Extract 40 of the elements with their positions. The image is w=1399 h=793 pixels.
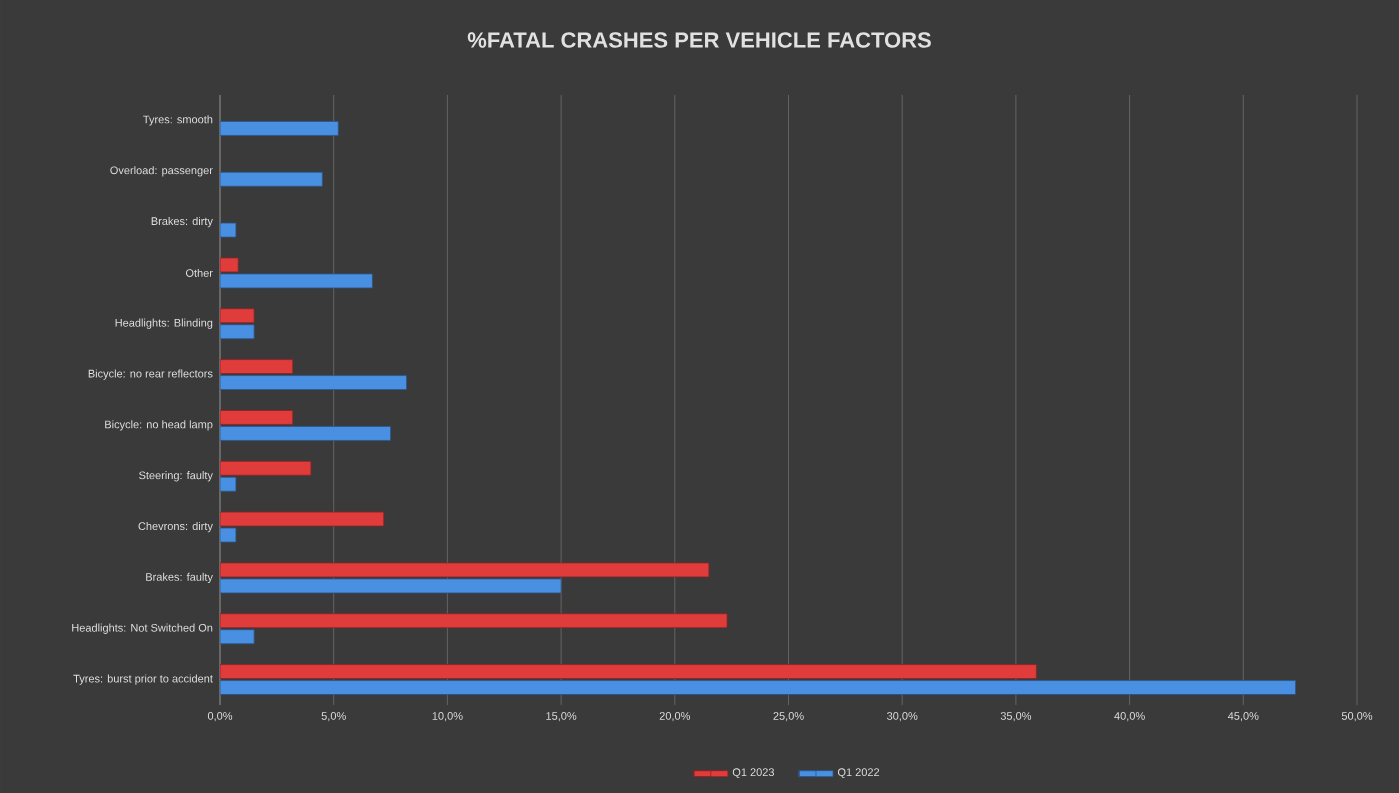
- bar: [220, 359, 294, 374]
- legend-label: Q1 2022: [837, 768, 880, 779]
- bar: [220, 308, 255, 324]
- y-tick-label: Overload: passenger: [110, 166, 213, 177]
- bar: [220, 613, 728, 629]
- bar: [220, 460, 312, 476]
- y-tick-label: Bicycle: no head lamp: [105, 420, 213, 431]
- y-tick-label: Brakes: dirty: [151, 216, 213, 228]
- x-tick-label: 50,0%: [1341, 712, 1373, 722]
- bar: [220, 171, 323, 187]
- bar: [220, 511, 385, 527]
- bar: [220, 410, 294, 425]
- y-tick-label: Other: [185, 268, 213, 277]
- x-tick-label: 40,0%: [1114, 712, 1145, 722]
- x-tick-label: 45,0%: [1227, 712, 1259, 722]
- y-tick-label: Tyres: burst prior to accident: [73, 674, 213, 685]
- y-tick-label: Bicycle: no rear reflectors: [88, 369, 213, 380]
- x-tick-label: 35,0%: [1000, 712, 1032, 722]
- x-tick-label: 10,0%: [432, 712, 463, 722]
- y-tick-label: Tyres: smooth: [143, 115, 213, 126]
- y-tick-label: Brakes: faulty: [146, 572, 213, 584]
- bar: [220, 680, 1296, 695]
- y-tick-label: Headlights: Blinding: [115, 318, 213, 329]
- x-tick-label: 5,0%: [321, 712, 346, 722]
- chart-title: %FATAL CRASHES PER VEHICLE FACTORS: [467, 32, 931, 48]
- bar: [220, 426, 391, 441]
- y-tick-label: Headlights: Not Switched On: [72, 623, 213, 634]
- x-tick-label: 30,0%: [887, 712, 918, 722]
- x-tick-label: 15,0%: [546, 712, 577, 722]
- bar: [220, 375, 407, 390]
- y-tick-label: Chevrons: dirty: [138, 521, 213, 533]
- bar: [220, 121, 339, 136]
- bar: [220, 562, 710, 578]
- bar: [220, 257, 239, 273]
- legend-label: Q1 2023: [732, 768, 775, 779]
- bar: [220, 664, 1037, 679]
- x-tick-label: 20,0%: [659, 712, 691, 722]
- x-tick-label: 25,0%: [773, 712, 804, 722]
- y-tick-label: Steering: faulty: [139, 471, 213, 482]
- x-tick-label: 0,0%: [207, 712, 233, 722]
